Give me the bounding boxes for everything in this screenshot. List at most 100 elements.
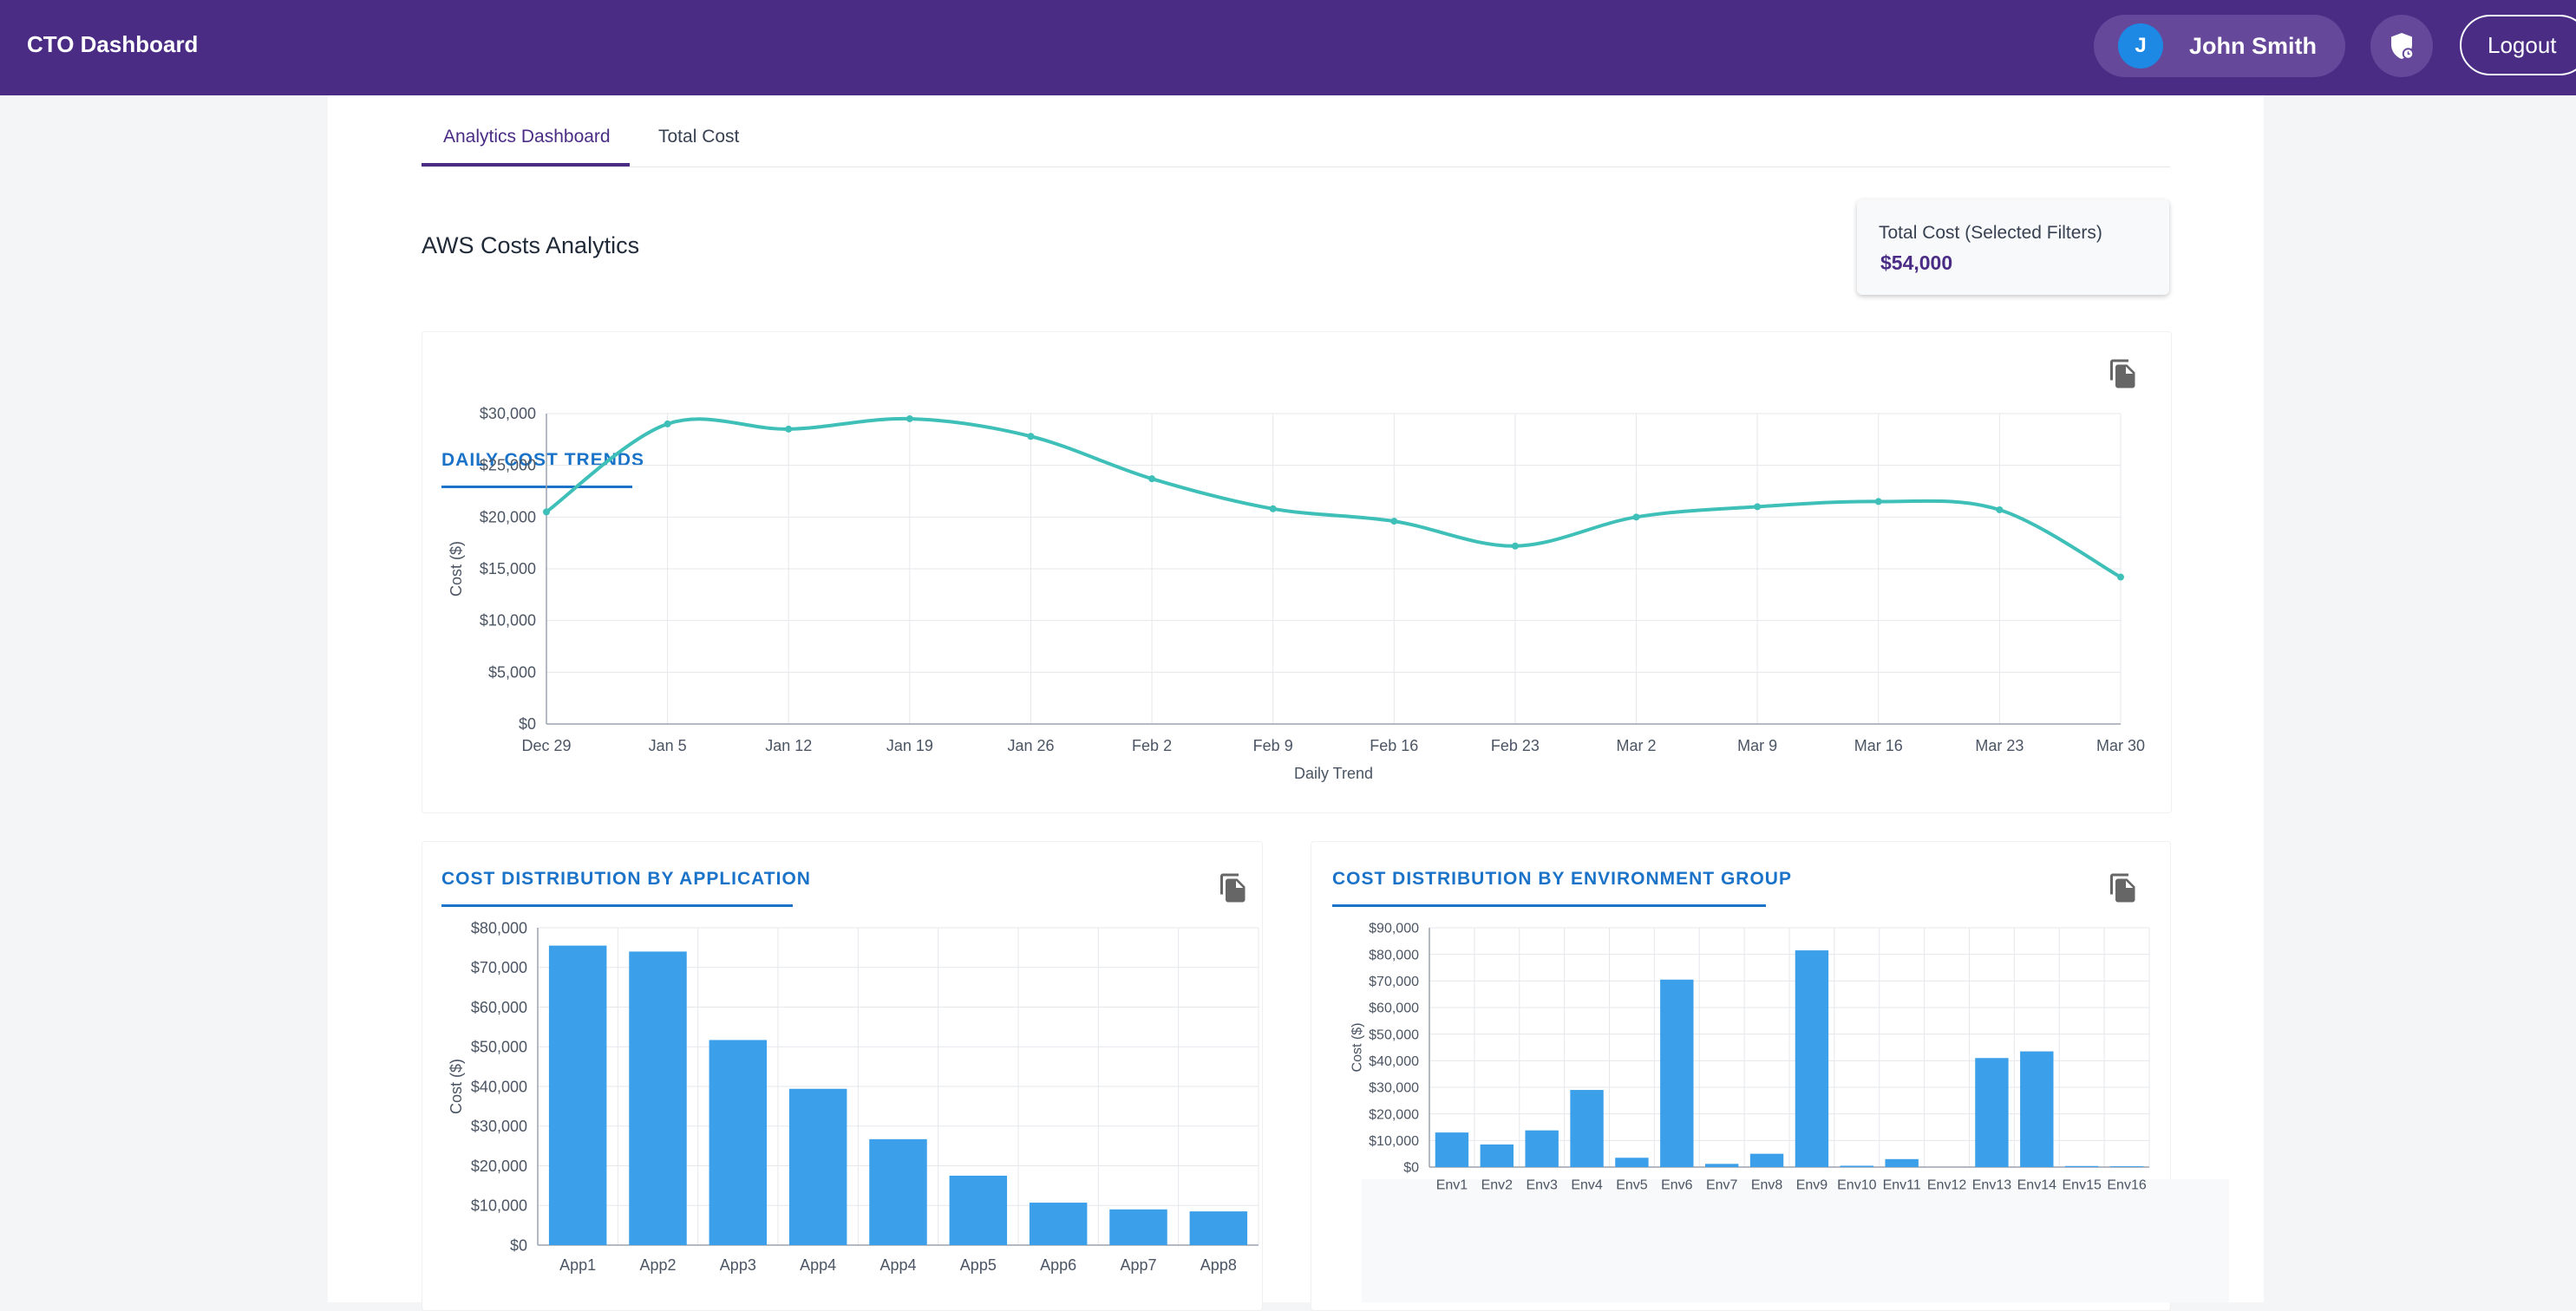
x-tick-label: Env16: [2107, 1178, 2146, 1193]
bar: [949, 1175, 1008, 1245]
user-profile-chip[interactable]: J John Smith: [2094, 15, 2345, 77]
x-tick-label: Env8: [1751, 1178, 1783, 1193]
x-tick-label: Jan 5: [649, 737, 687, 754]
data-point: [1874, 498, 1882, 505]
y-tick-label: $5,000: [488, 663, 536, 681]
series-line: [545, 416, 2122, 579]
top-app-bar: CTO Dashboard J John Smith Logout: [0, 0, 2576, 95]
data-point: [664, 420, 671, 427]
x-tick-label: Env1: [1436, 1178, 1468, 1193]
copy-chart-icon[interactable]: [2108, 872, 2139, 903]
data-point: [1027, 433, 1035, 440]
data-point: [1632, 513, 1640, 521]
bar: [1615, 1158, 1649, 1167]
x-tick-label: Mar 30: [2096, 737, 2145, 754]
bar: [869, 1138, 927, 1245]
x-tick-label: App1: [559, 1256, 596, 1274]
user-name: John Smith: [2189, 33, 2317, 59]
data-point: [906, 414, 913, 422]
data-point: [1269, 505, 1277, 512]
bar: [1975, 1058, 2009, 1167]
x-tick-label: Env14: [2017, 1178, 2056, 1193]
bar: [1840, 1165, 1874, 1167]
y-tick-label: $0: [510, 1236, 527, 1254]
tab-bar: Analytics Dashboard Total Cost: [422, 95, 2170, 167]
bar: [1749, 1153, 1784, 1167]
y-tick-label: $40,000: [471, 1078, 527, 1095]
copy-chart-icon[interactable]: [1218, 872, 1249, 903]
x-tick-label: Jan 26: [1007, 737, 1054, 754]
copy-chart-icon[interactable]: [2108, 358, 2139, 389]
x-tick-label: Mar 2: [1617, 737, 1657, 754]
bar: [788, 1088, 847, 1245]
bar: [1525, 1130, 1559, 1167]
x-tick-label: Dec 29: [521, 737, 571, 754]
y-axis-label: Cost ($): [1350, 1023, 1365, 1073]
x-tick-label: App4: [879, 1256, 916, 1274]
data-point: [2117, 573, 2124, 581]
avatar: J: [2118, 23, 2163, 68]
bar: [709, 1040, 768, 1245]
total-cost-value: $54,000: [1880, 251, 1953, 274]
x-tick-label: Feb 16: [1370, 737, 1418, 754]
x-tick-label: Mar 9: [1737, 737, 1777, 754]
y-axis-label: Cost ($): [448, 541, 465, 597]
tab-analytics-dashboard[interactable]: Analytics Dashboard: [443, 127, 611, 147]
panel-title-underline: [441, 904, 793, 907]
y-tick-label: $30,000: [480, 405, 536, 422]
data-point: [1996, 505, 2004, 513]
total-cost-label: Total Cost (Selected Filters): [1879, 223, 2102, 243]
x-tick-label: App6: [1040, 1256, 1076, 1274]
app-title: CTO Dashboard: [27, 31, 199, 57]
y-axis-label: Cost ($): [448, 1059, 465, 1114]
data-point: [1754, 503, 1762, 511]
x-tick-label: Mar 23: [1975, 737, 2024, 754]
x-tick-label: App7: [1120, 1256, 1156, 1274]
x-tick-label: Feb 23: [1491, 737, 1540, 754]
bar: [548, 945, 607, 1245]
y-tick-label: $10,000: [471, 1197, 527, 1215]
bar: [1109, 1209, 1167, 1245]
x-tick-label: Env6: [1661, 1178, 1693, 1193]
x-tick-label: Mar 16: [1854, 737, 1903, 754]
bar: [1704, 1164, 1739, 1167]
x-tick-label: App4: [800, 1256, 836, 1274]
x-tick-label: App8: [1200, 1256, 1237, 1274]
y-tick-label: $40,000: [1369, 1054, 1419, 1069]
y-tick-label: $25,000: [480, 457, 536, 474]
x-tick-label: App5: [960, 1256, 997, 1274]
y-tick-label: $80,000: [1369, 948, 1419, 962]
y-tick-label: $70,000: [1369, 975, 1419, 989]
x-axis-label: Daily Trend: [1294, 765, 1373, 782]
data-point: [785, 425, 793, 433]
y-tick-label: $60,000: [1369, 1001, 1419, 1016]
admin-shield-button[interactable]: [2370, 15, 2433, 77]
bar: [2109, 1166, 2144, 1167]
x-tick-label: Env7: [1706, 1178, 1738, 1193]
y-tick-label: $10,000: [480, 612, 536, 629]
bar: [2064, 1165, 2099, 1167]
x-tick-label: Env3: [1526, 1178, 1558, 1193]
x-tick-label: Jan 12: [765, 737, 812, 754]
admin-shield-icon: [2391, 33, 2415, 60]
active-tab-indicator: [422, 163, 630, 166]
y-tick-label: $0: [1403, 1161, 1419, 1176]
logout-button[interactable]: Logout: [2460, 15, 2576, 75]
y-tick-label: $10,000: [1369, 1134, 1419, 1149]
bar: [1480, 1144, 1514, 1167]
x-tick-label: Env2: [1481, 1178, 1514, 1193]
x-tick-label: Env5: [1616, 1178, 1648, 1193]
y-tick-label: $15,000: [480, 560, 536, 577]
chart-footer-area: [1362, 1179, 2229, 1302]
data-point: [543, 508, 550, 516]
daily-cost-trends-panel: DAILY COST TRENDS: [422, 331, 2172, 813]
x-tick-label: Feb 2: [1132, 737, 1172, 754]
data-point: [1390, 518, 1398, 525]
cost-by-environment-chart: $0 $10,000 $20,000 $30,000 $40,000 $50,000 $60…: [1350, 922, 2150, 1193]
y-tick-label: $50,000: [1369, 1027, 1419, 1042]
x-tick-label: App2: [639, 1256, 676, 1274]
y-tick-label: $0: [519, 715, 536, 733]
bar: [1885, 1158, 1919, 1167]
tab-total-cost[interactable]: Total Cost: [658, 127, 740, 147]
y-tick-label: $30,000: [471, 1118, 527, 1135]
